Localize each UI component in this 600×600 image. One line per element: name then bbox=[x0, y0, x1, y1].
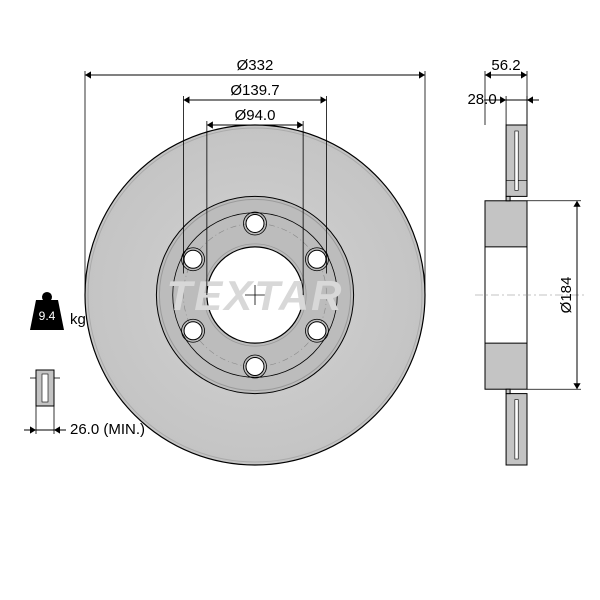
bolt-hole bbox=[308, 250, 326, 268]
svg-text:Ø184: Ø184 bbox=[558, 277, 575, 314]
svg-text:Ø94.0: Ø94.0 bbox=[235, 107, 276, 124]
bolt-hole bbox=[246, 358, 264, 376]
bolt-hole bbox=[246, 214, 264, 232]
brand-watermark: TEXTAR bbox=[167, 272, 344, 319]
bolt-hole bbox=[308, 322, 326, 340]
bolt-hole bbox=[184, 250, 202, 268]
svg-text:56.2: 56.2 bbox=[491, 57, 520, 74]
svg-text:Ø139.7: Ø139.7 bbox=[230, 82, 279, 99]
weight-value: 9.4 bbox=[39, 309, 56, 323]
weight-indicator: 9.4 kg bbox=[30, 292, 86, 330]
weight-unit: kg bbox=[70, 311, 86, 328]
svg-text:Ø332: Ø332 bbox=[237, 57, 274, 74]
svg-text:28.0: 28.0 bbox=[467, 91, 496, 108]
bolt-hole bbox=[184, 322, 202, 340]
min-thickness-label: 26.0 (MIN.) bbox=[70, 421, 145, 438]
